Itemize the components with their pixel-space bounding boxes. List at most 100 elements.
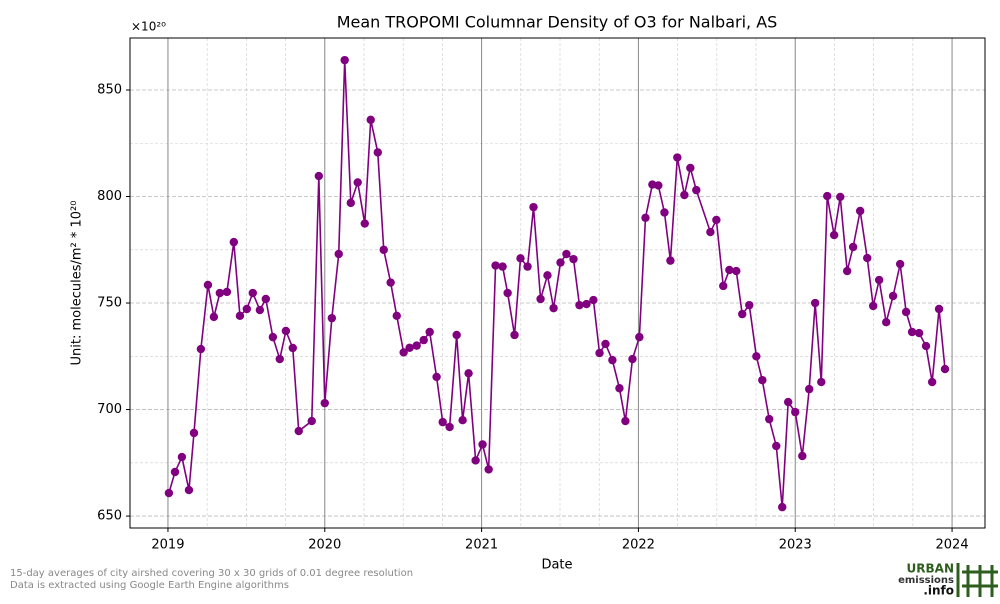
data-point bbox=[209, 312, 219, 322]
data-point bbox=[914, 328, 924, 338]
data-point bbox=[732, 266, 741, 276]
data-point bbox=[738, 309, 747, 319]
data-point bbox=[288, 343, 297, 353]
data-point bbox=[189, 428, 199, 438]
data-point bbox=[215, 288, 225, 298]
data-point bbox=[510, 330, 519, 340]
data-point bbox=[419, 335, 428, 345]
data-point bbox=[340, 55, 349, 65]
data-point bbox=[523, 262, 532, 271]
x-tick-label: 2023 bbox=[779, 538, 812, 553]
data-point bbox=[471, 456, 480, 465]
x-tick-label: 2020 bbox=[308, 538, 341, 553]
data-point bbox=[836, 192, 845, 202]
data-point bbox=[307, 416, 316, 426]
data-point bbox=[934, 304, 944, 314]
y-tick-label: 650 bbox=[97, 509, 122, 524]
data-point bbox=[235, 311, 245, 321]
data-line bbox=[168, 60, 946, 508]
data-point bbox=[275, 354, 284, 364]
data-point bbox=[888, 291, 898, 301]
data-point bbox=[842, 266, 852, 276]
data-point bbox=[595, 348, 604, 358]
x-tick-label: 2022 bbox=[622, 538, 655, 553]
data-point bbox=[882, 318, 891, 327]
data-point bbox=[752, 352, 761, 361]
data-point bbox=[452, 330, 461, 340]
x-axis-label: Date bbox=[541, 558, 572, 573]
data-point bbox=[589, 295, 598, 305]
data-point bbox=[399, 348, 408, 357]
data-point bbox=[907, 327, 917, 337]
data-point bbox=[810, 298, 820, 308]
data-point bbox=[901, 307, 911, 317]
data-point bbox=[783, 397, 793, 407]
data-point bbox=[706, 227, 715, 237]
data-point bbox=[765, 414, 774, 424]
data-point bbox=[615, 384, 624, 393]
data-point bbox=[229, 237, 239, 247]
data-point bbox=[582, 299, 591, 309]
data-point bbox=[177, 452, 187, 462]
data-point bbox=[562, 249, 571, 259]
data-point bbox=[895, 259, 905, 269]
data-point bbox=[242, 304, 252, 314]
y-offset-label: ×10²⁰ bbox=[131, 20, 166, 34]
logo-text: emissions bbox=[898, 575, 954, 586]
x-tick-label: 2024 bbox=[936, 538, 969, 553]
data-point bbox=[458, 416, 467, 425]
data-point bbox=[184, 485, 194, 495]
y-tick-label: 750 bbox=[97, 296, 122, 311]
data-point bbox=[654, 181, 663, 190]
data-point bbox=[464, 369, 473, 378]
logo-icon bbox=[956, 563, 998, 597]
data-point bbox=[719, 281, 728, 291]
data-point bbox=[805, 384, 814, 394]
data-point bbox=[666, 256, 675, 265]
data-point bbox=[366, 115, 375, 125]
data-point bbox=[334, 249, 343, 259]
data-point bbox=[921, 341, 931, 351]
data-point bbox=[373, 148, 382, 157]
data-point bbox=[346, 198, 356, 208]
data-point bbox=[529, 202, 538, 212]
data-point bbox=[196, 344, 206, 354]
data-point bbox=[569, 254, 578, 264]
data-point bbox=[791, 407, 800, 417]
data-point bbox=[635, 332, 644, 342]
data-point bbox=[255, 305, 265, 315]
data-point bbox=[725, 265, 734, 275]
logo-text: URBAN bbox=[907, 562, 954, 576]
data-point bbox=[498, 262, 507, 271]
data-point bbox=[445, 422, 454, 432]
data-point bbox=[164, 488, 174, 498]
data-point bbox=[823, 191, 832, 201]
chart-title: Mean TROPOMI Columnar Density of O3 for … bbox=[337, 13, 778, 32]
data-point bbox=[203, 280, 213, 290]
data-point bbox=[432, 372, 441, 382]
data-point bbox=[712, 215, 721, 225]
data-point bbox=[386, 278, 395, 287]
data-point bbox=[868, 301, 878, 311]
data-point bbox=[758, 375, 767, 385]
data-point bbox=[478, 440, 487, 449]
data-point bbox=[536, 294, 545, 304]
data-point bbox=[874, 275, 884, 285]
data-point bbox=[425, 327, 434, 337]
x-tick-label: 2019 bbox=[151, 538, 184, 553]
data-point bbox=[314, 171, 324, 181]
data-point bbox=[320, 398, 329, 408]
data-point bbox=[222, 287, 232, 297]
data-point bbox=[798, 451, 807, 461]
data-point bbox=[392, 311, 401, 321]
data-point bbox=[484, 465, 493, 474]
data-point bbox=[778, 502, 787, 512]
data-point bbox=[628, 354, 637, 364]
data-point bbox=[660, 208, 669, 217]
data-point bbox=[621, 416, 630, 426]
x-tick-label: 2021 bbox=[465, 538, 498, 553]
data-point bbox=[817, 377, 826, 387]
data-point bbox=[491, 261, 500, 270]
data-point bbox=[556, 258, 565, 267]
